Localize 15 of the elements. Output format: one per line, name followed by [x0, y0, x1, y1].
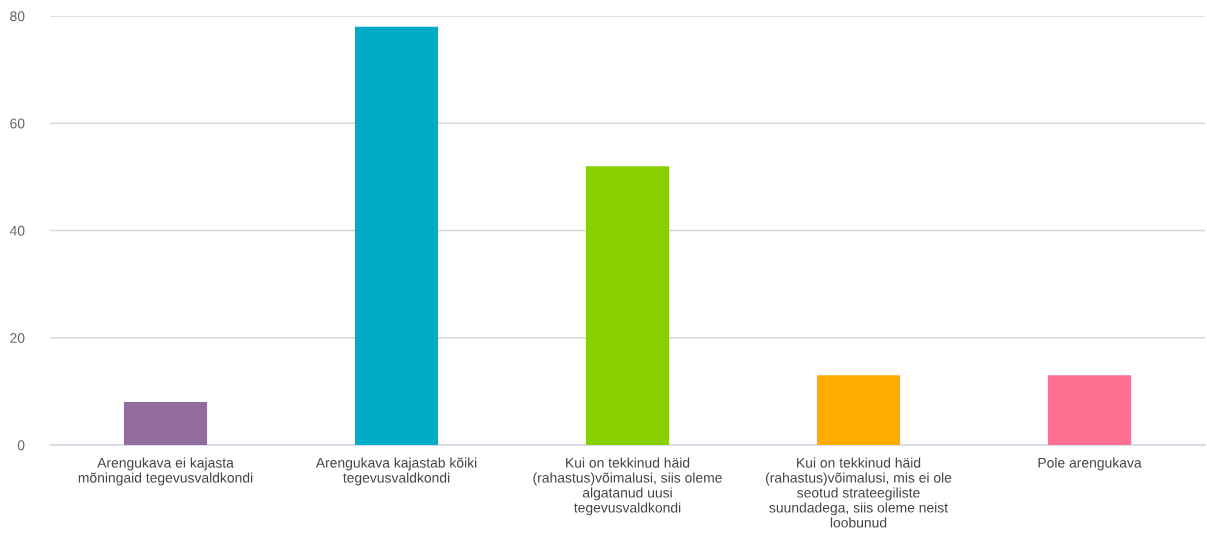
bar: [1047, 375, 1132, 445]
x-tick-label: Kui on tekkinud häid (rahastus)võimalusi, mis ei ole seotud strateegiliste suundadega, siis oleme neist loobunud: [765, 457, 952, 528]
x-tick-label: Pole arengukava: [1038, 457, 1142, 471]
y-tick-label: 0: [17, 440, 25, 451]
bar: [816, 375, 901, 445]
y-tick-label: 40: [9, 225, 25, 236]
x-tick-label: Arengukava kajastab kõiki tegevusvaldkondi: [315, 457, 477, 486]
bar: [354, 26, 439, 445]
y-tick-label: 80: [10, 11, 25, 22]
x-tick-label: Kui on tekkinud häid (rahastus)võimalusi, siis oleme algatanud uusi tegevusvaldkondi: [533, 457, 722, 516]
bar: [585, 166, 670, 445]
y-tick-label: 60: [10, 118, 25, 129]
x-tick-label: Arengukava ei kajasta mõningaid tegevusvaldkondi: [78, 457, 253, 486]
y-tick-label: 20: [10, 333, 25, 343]
bar: [123, 402, 208, 445]
